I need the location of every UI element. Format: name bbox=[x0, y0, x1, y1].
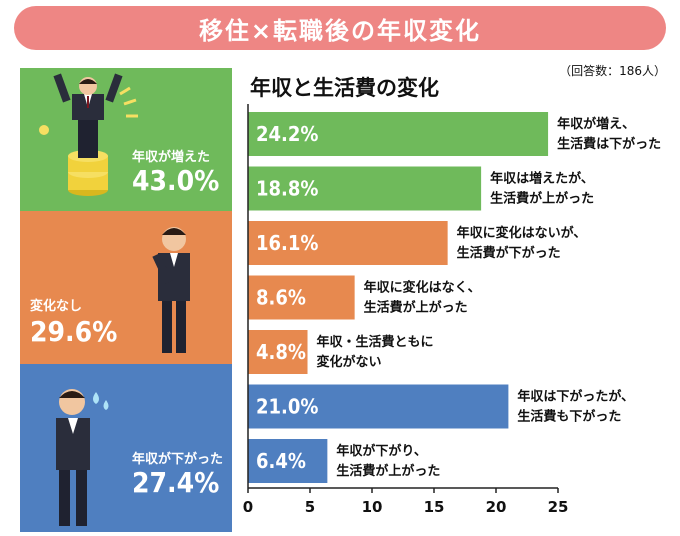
title-banner: 移住×転職後の年収変化 bbox=[14, 6, 666, 50]
bar-value-label-6: 21.0% bbox=[256, 395, 318, 419]
bar-5 bbox=[248, 330, 308, 374]
bar-category-label-4-line-2: 生活費が上がった bbox=[364, 300, 468, 316]
bar-category-label-2-line-2: 生活費が上がった bbox=[490, 191, 594, 207]
bar-4 bbox=[248, 275, 355, 320]
panel-income-up: 年収が増えた 43.0% bbox=[20, 68, 232, 211]
bar-value-label-2: 18.8% bbox=[256, 177, 318, 201]
bar-category-label-4-line-1: 年収に変化はなく、 bbox=[364, 280, 481, 296]
panel-down-value: 27.4% bbox=[132, 466, 220, 499]
panel-income-down: 年収が下がった 27.4% bbox=[20, 364, 232, 532]
bar-2 bbox=[248, 166, 482, 211]
panel-same-label: 変化なし bbox=[30, 299, 83, 314]
bar-value-label-5: 4.8% bbox=[256, 340, 306, 364]
x-tick-label-25: 25 bbox=[548, 498, 569, 516]
sad-person-icon bbox=[56, 389, 109, 526]
panel-up-label: 年収が増えた bbox=[132, 150, 211, 165]
bar-category-label-5-line-2: 変化がない bbox=[317, 354, 382, 370]
bar-category-label-1-line-2: 生活費は下がった bbox=[557, 136, 661, 152]
panel-down-label: 年収が下がった bbox=[132, 452, 224, 467]
bar-category-label-5-line-1: 年収・生活費ともに bbox=[317, 334, 434, 350]
bar-3 bbox=[248, 221, 448, 265]
bar-value-label-3: 16.1% bbox=[256, 231, 318, 255]
bar-category-label-3-line-1: 年収に変化はないが、 bbox=[457, 225, 587, 241]
page-title: 移住×転職後の年収変化 bbox=[198, 16, 482, 45]
chart-title: 年収と生活費の変化 bbox=[250, 76, 439, 100]
panel-same-value: 29.6% bbox=[30, 315, 118, 348]
bar-category-label-7-line-2: 生活費が上がった bbox=[336, 463, 440, 479]
panel-no-change: 変化なし 29.6% bbox=[20, 211, 232, 364]
bar-category-label-6-line-1: 年収は下がったが、 bbox=[517, 389, 634, 405]
respondent-count: （回答数：186人） bbox=[559, 64, 666, 78]
x-tick-label-15: 15 bbox=[424, 498, 445, 516]
x-tick-label-10: 10 bbox=[362, 498, 383, 516]
panel-up-value: 43.0% bbox=[132, 164, 220, 197]
happy-person-icon bbox=[39, 73, 138, 196]
bar-category-label-7-line-1: 年収が下がり、 bbox=[336, 443, 426, 459]
bar-category-label-1-line-1: 年収が増え、 bbox=[557, 116, 635, 132]
bar-1 bbox=[248, 112, 549, 156]
bar-7 bbox=[248, 439, 328, 483]
bar-value-label-7: 6.4% bbox=[256, 449, 306, 473]
bar-category-label-2-line-1: 年収は増えたが、 bbox=[490, 171, 594, 187]
x-tick-label-0: 0 bbox=[243, 498, 253, 516]
bar-category-label-6-line-2: 生活費も下がった bbox=[517, 409, 621, 425]
bar-category-label-3-line-2: 生活費が下がった bbox=[457, 245, 561, 261]
bar-6 bbox=[248, 384, 509, 429]
bar-value-label-4: 8.6% bbox=[256, 286, 306, 310]
x-tick-label-5: 5 bbox=[305, 498, 315, 516]
thinking-person-icon bbox=[152, 227, 190, 353]
bar-value-label-1: 24.2% bbox=[256, 122, 318, 146]
x-tick-label-20: 20 bbox=[486, 498, 507, 516]
